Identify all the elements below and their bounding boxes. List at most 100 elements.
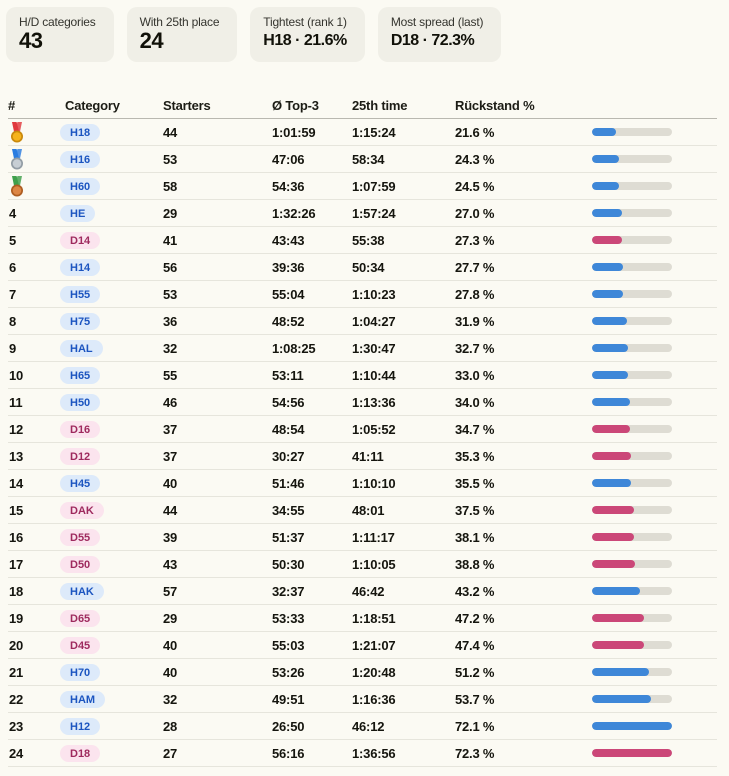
stat-card-categories: H/D categories 43	[6, 7, 114, 63]
bar-track	[592, 155, 672, 164]
time-25th-cell: 1:10:10	[352, 475, 396, 491]
category-badge: HAK	[60, 582, 104, 600]
rueckstand-bar	[592, 560, 682, 569]
rueckstand-pct-cell: 47.4 %	[455, 637, 495, 653]
rueckstand-bar	[592, 641, 682, 650]
table-row: H18 44 1:01:59 1:15:24 21.6 %	[8, 119, 717, 147]
bar-fill	[592, 398, 630, 407]
bar-track	[592, 236, 672, 245]
rueckstand-pct-cell: 27.3 %	[455, 232, 495, 248]
rueckstand-bar	[592, 236, 682, 245]
table-row: 7 H55 53 55:04 1:10:23 27.8 %	[8, 281, 717, 309]
table-row: 15 DAK 44 34:55 48:01 37.5 %	[8, 497, 717, 525]
bar-fill	[592, 668, 649, 677]
rueckstand-pct-cell: 47.2 %	[455, 610, 495, 626]
time-25th-cell: 1:36:56	[352, 745, 396, 761]
avg-top3-cell: 48:54	[272, 421, 305, 437]
table-row: 10 H65 55 53:11 1:10:44 33.0 %	[8, 362, 717, 390]
category-cell: H16	[60, 150, 163, 168]
avg-top3-cell: 34:55	[272, 502, 305, 518]
rank-cell: 14	[9, 475, 24, 491]
rueckstand-bar	[592, 290, 682, 299]
starters-cell: 43	[163, 556, 178, 572]
category-cell: D50	[60, 555, 163, 573]
category-badge: D65	[60, 609, 101, 627]
stat-card-with-25th: With 25th place 24	[126, 7, 238, 63]
category-badge: DAK	[60, 501, 104, 519]
bar-fill	[592, 641, 645, 650]
time-25th-cell: 41:11	[352, 448, 384, 464]
avg-top3-cell: 39:36	[272, 259, 305, 275]
category-cell: H70	[60, 663, 163, 681]
bar-track	[592, 695, 672, 704]
table-row: 14 H45 40 51:46 1:10:10 35.5 %	[8, 470, 717, 498]
category-cell: D65	[60, 609, 163, 627]
rueckstand-bar	[592, 398, 682, 407]
starters-cell: 44	[163, 502, 178, 518]
col-header-category[interactable]: Category	[65, 97, 120, 113]
bar-track	[592, 452, 672, 461]
bar-fill	[592, 533, 635, 542]
category-cell: D45	[60, 636, 163, 654]
bar-track	[592, 722, 672, 731]
table-row: 20 D45 40 55:03 1:21:07 47.4 %	[8, 632, 717, 660]
starters-cell: 41	[163, 232, 178, 248]
starters-cell: 39	[163, 529, 178, 545]
bar-track	[592, 371, 672, 380]
col-header-top3[interactable]: Ø Top-3	[272, 97, 319, 113]
bar-fill	[592, 209, 622, 218]
bar-track	[592, 425, 672, 434]
rank-cell: 18	[9, 583, 24, 599]
rank-cell: 8	[9, 313, 17, 329]
avg-top3-cell: 53:11	[272, 367, 304, 383]
rueckstand-bar	[592, 722, 682, 731]
rank-cell: 12	[9, 421, 24, 437]
rueckstand-pct-cell: 35.3 %	[455, 448, 495, 464]
rueckstand-pct-cell: 34.0 %	[455, 394, 495, 410]
bar-fill	[592, 371, 629, 380]
bar-fill	[592, 722, 672, 731]
rueckstand-pct-cell: 37.5 %	[455, 502, 495, 518]
col-header-25th-time[interactable]: 25th time	[352, 97, 408, 113]
rueckstand-bar	[592, 479, 682, 488]
rueckstand-pct-cell: 35.5 %	[455, 475, 495, 491]
bar-track	[592, 317, 672, 326]
col-header-starters[interactable]: Starters	[163, 97, 211, 113]
rank-cell: 5	[9, 232, 17, 248]
bar-track	[592, 479, 672, 488]
time-25th-cell: 46:12	[352, 718, 385, 734]
bar-track	[592, 128, 672, 137]
table-row: 23 H12 28 26:50 46:12 72.1 %	[8, 713, 717, 741]
bar-fill	[592, 749, 672, 758]
rank-cell	[8, 148, 60, 170]
bar-fill	[592, 425, 631, 434]
stat-value: 43	[19, 28, 43, 53]
time-25th-cell: 1:21:07	[352, 637, 396, 653]
category-cell: HAM	[60, 690, 163, 708]
rank-cell: 16	[9, 529, 24, 545]
avg-top3-cell: 56:16	[272, 745, 305, 761]
rank-cell: 11	[9, 394, 23, 410]
time-25th-cell: 1:10:05	[352, 556, 396, 572]
stat-card-tightest: Tightest (rank 1) H18 · 21.6%	[250, 7, 365, 63]
category-cell: H50	[60, 393, 163, 411]
bar-fill	[592, 587, 640, 596]
rueckstand-pct-cell: 33.0 %	[455, 367, 495, 383]
bar-track	[592, 209, 672, 218]
bar-fill	[592, 560, 635, 569]
category-cell: D55	[60, 528, 163, 546]
table-row: H16 53 47:06 58:34 24.3 %	[8, 146, 717, 174]
rueckstand-bar	[592, 668, 682, 677]
col-header-rueckstand[interactable]: Rückstand %	[455, 97, 535, 113]
rueckstand-bar	[592, 749, 682, 758]
table-row: 19 D65 29 53:33 1:18:51 47.2 %	[8, 605, 717, 633]
rank-cell: 23	[9, 718, 24, 734]
category-badge: H16	[60, 150, 101, 168]
time-25th-cell: 1:30:47	[352, 340, 396, 356]
starters-cell: 56	[163, 259, 178, 275]
rueckstand-pct-cell: 24.3 %	[455, 151, 495, 167]
bar-track	[592, 614, 672, 623]
category-cell: H60	[60, 177, 163, 195]
category-cell: HAL	[60, 339, 163, 357]
col-header-rank[interactable]: #	[8, 97, 16, 113]
